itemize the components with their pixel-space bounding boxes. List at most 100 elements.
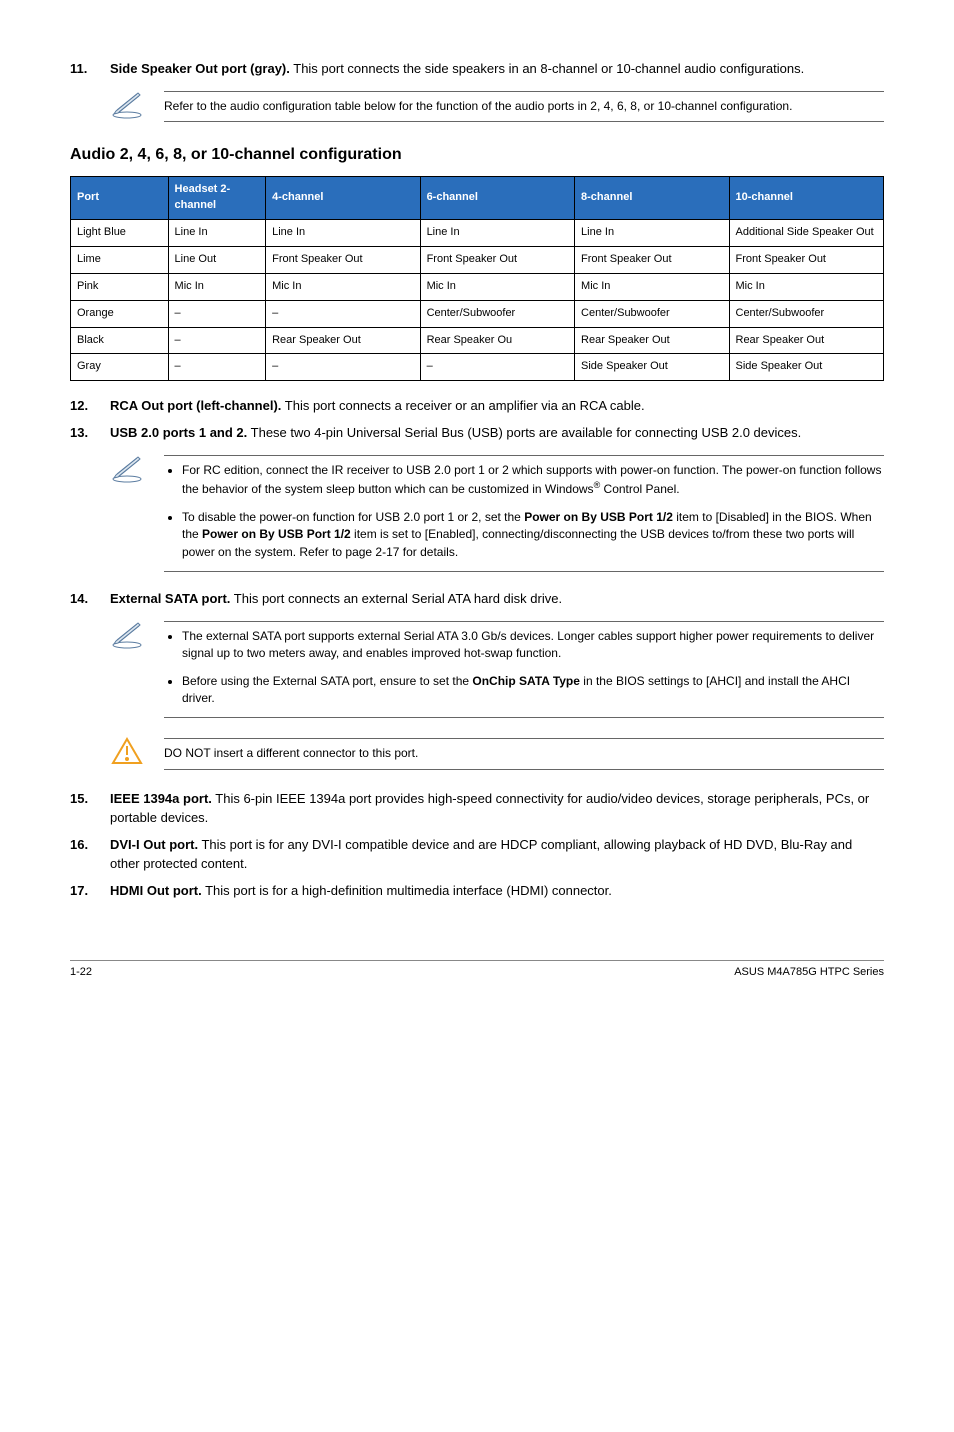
table-cell: Rear Speaker Out bbox=[266, 327, 420, 354]
item-text: External SATA port. This port connects a… bbox=[110, 590, 884, 609]
list-item-12: 12. RCA Out port (left-channel). This po… bbox=[70, 397, 884, 416]
item-text: IEEE 1394a port. This 6-pin IEEE 1394a p… bbox=[110, 790, 884, 828]
footer-title: ASUS M4A785G HTPC Series bbox=[734, 965, 884, 981]
table-header: 8-channel bbox=[575, 176, 729, 219]
note-body: For RC edition, connect the IR receiver … bbox=[164, 453, 884, 572]
table-cell: Rear Speaker Out bbox=[575, 327, 729, 354]
item-title: Side Speaker Out port (gray). bbox=[110, 61, 290, 76]
page-footer: 1-22 ASUS M4A785G HTPC Series bbox=[70, 960, 884, 981]
item-number: 11. bbox=[70, 60, 110, 79]
table-cell: – bbox=[168, 327, 266, 354]
page-number: 1-22 bbox=[70, 965, 92, 981]
list-item-13: 13. USB 2.0 ports 1 and 2. These two 4-p… bbox=[70, 424, 884, 443]
item-text: RCA Out port (left-channel). This port c… bbox=[110, 397, 884, 416]
item-title: IEEE 1394a port. bbox=[110, 791, 212, 806]
table-row: Gray–––Side Speaker OutSide Speaker Out bbox=[71, 354, 884, 381]
warning-text: DO NOT insert a different connector to t… bbox=[164, 745, 884, 762]
item-text: USB 2.0 ports 1 and 2. These two 4-pin U… bbox=[110, 424, 884, 443]
note-bullet: To disable the power-on function for USB… bbox=[182, 509, 884, 561]
table-header: Headset 2-channel bbox=[168, 176, 266, 219]
table-cell: Line In bbox=[420, 219, 574, 246]
list-item-11: 11. Side Speaker Out port (gray). This p… bbox=[70, 60, 884, 79]
list-item-17: 17. HDMI Out port. This port is for a hi… bbox=[70, 882, 884, 901]
note-body: Refer to the audio configuration table b… bbox=[164, 89, 884, 122]
table-cell: Black bbox=[71, 327, 169, 354]
item-title: HDMI Out port. bbox=[110, 883, 202, 898]
item-desc: This port connects the side speakers in … bbox=[290, 61, 804, 76]
item-desc: This port connects an external Serial AT… bbox=[230, 591, 562, 606]
table-cell: Mic In bbox=[266, 273, 420, 300]
table-cell: Mic In bbox=[729, 273, 884, 300]
note-body: DO NOT insert a different connector to t… bbox=[164, 736, 884, 769]
table-cell: Gray bbox=[71, 354, 169, 381]
table-cell: – bbox=[168, 354, 266, 381]
table-cell: Rear Speaker Out bbox=[729, 327, 884, 354]
table-cell: Line In bbox=[266, 219, 420, 246]
item-title: USB 2.0 ports 1 and 2. bbox=[110, 425, 247, 440]
item-title: DVI-I Out port. bbox=[110, 837, 198, 852]
item-text: HDMI Out port. This port is for a high-d… bbox=[110, 882, 884, 901]
item-desc: These two 4-pin Universal Serial Bus (US… bbox=[247, 425, 801, 440]
table-cell: – bbox=[266, 354, 420, 381]
table-cell: Front Speaker Out bbox=[575, 246, 729, 273]
table-row: PinkMic InMic InMic InMic InMic In bbox=[71, 273, 884, 300]
note-block: The external SATA port supports external… bbox=[110, 619, 884, 719]
item-number: 14. bbox=[70, 590, 110, 609]
table-cell: Side Speaker Out bbox=[575, 354, 729, 381]
table-cell: Orange bbox=[71, 300, 169, 327]
table-cell: – bbox=[420, 354, 574, 381]
note-bullet: The external SATA port supports external… bbox=[182, 628, 884, 663]
table-row: Light BlueLine InLine InLine InLine InAd… bbox=[71, 219, 884, 246]
item-number: 15. bbox=[70, 790, 110, 828]
table-cell: Center/Subwoofer bbox=[729, 300, 884, 327]
item-desc: This port is for any DVI-I compatible de… bbox=[110, 837, 852, 871]
list-item-16: 16. DVI-I Out port. This port is for any… bbox=[70, 836, 884, 874]
table-cell: – bbox=[266, 300, 420, 327]
note-body: The external SATA port supports external… bbox=[164, 619, 884, 719]
table-row: Orange––Center/SubwooferCenter/Subwoofer… bbox=[71, 300, 884, 327]
table-header: 6-channel bbox=[420, 176, 574, 219]
table-cell: Mic In bbox=[168, 273, 266, 300]
table-cell: Line Out bbox=[168, 246, 266, 273]
item-number: 12. bbox=[70, 397, 110, 416]
table-header: 10-channel bbox=[729, 176, 884, 219]
table-cell: Light Blue bbox=[71, 219, 169, 246]
table-cell: Side Speaker Out bbox=[729, 354, 884, 381]
pencil-icon bbox=[110, 453, 146, 489]
item-desc: This port connects a receiver or an ampl… bbox=[281, 398, 644, 413]
table-row: LimeLine OutFront Speaker OutFront Speak… bbox=[71, 246, 884, 273]
table-cell: Center/Subwoofer bbox=[420, 300, 574, 327]
note-bullet: Before using the External SATA port, ens… bbox=[182, 673, 884, 708]
table-cell: Line In bbox=[168, 219, 266, 246]
item-number: 16. bbox=[70, 836, 110, 874]
list-item-14: 14. External SATA port. This port connec… bbox=[70, 590, 884, 609]
item-desc: This port is for a high-definition multi… bbox=[202, 883, 612, 898]
list-item-15: 15. IEEE 1394a port. This 6-pin IEEE 139… bbox=[70, 790, 884, 828]
table-cell: Pink bbox=[71, 273, 169, 300]
item-number: 13. bbox=[70, 424, 110, 443]
table-row: Black–Rear Speaker OutRear Speaker OuRea… bbox=[71, 327, 884, 354]
audio-config-table: PortHeadset 2-channel4-channel6-channel8… bbox=[70, 176, 884, 382]
table-cell: Rear Speaker Ou bbox=[420, 327, 574, 354]
table-cell: Front Speaker Out bbox=[266, 246, 420, 273]
table-cell: Additional Side Speaker Out bbox=[729, 219, 884, 246]
table-header: Port bbox=[71, 176, 169, 219]
warning-block: DO NOT insert a different connector to t… bbox=[110, 736, 884, 772]
item-text: DVI-I Out port. This port is for any DVI… bbox=[110, 836, 884, 874]
note-bullet: For RC edition, connect the IR receiver … bbox=[182, 462, 884, 499]
table-cell: Mic In bbox=[420, 273, 574, 300]
section-heading: Audio 2, 4, 6, 8, or 10-channel configur… bbox=[70, 143, 884, 166]
table-cell: – bbox=[168, 300, 266, 327]
table-cell: Center/Subwoofer bbox=[575, 300, 729, 327]
table-cell: Mic In bbox=[575, 273, 729, 300]
note-block: Refer to the audio configuration table b… bbox=[110, 89, 884, 125]
note-block: For RC edition, connect the IR receiver … bbox=[110, 453, 884, 572]
item-text: Side Speaker Out port (gray). This port … bbox=[110, 60, 884, 79]
warning-icon bbox=[110, 736, 146, 772]
pencil-icon bbox=[110, 89, 146, 125]
item-title: External SATA port. bbox=[110, 591, 230, 606]
item-desc: This 6-pin IEEE 1394a port provides high… bbox=[110, 791, 869, 825]
table-header: 4-channel bbox=[266, 176, 420, 219]
table-cell: Lime bbox=[71, 246, 169, 273]
table-cell: Front Speaker Out bbox=[420, 246, 574, 273]
